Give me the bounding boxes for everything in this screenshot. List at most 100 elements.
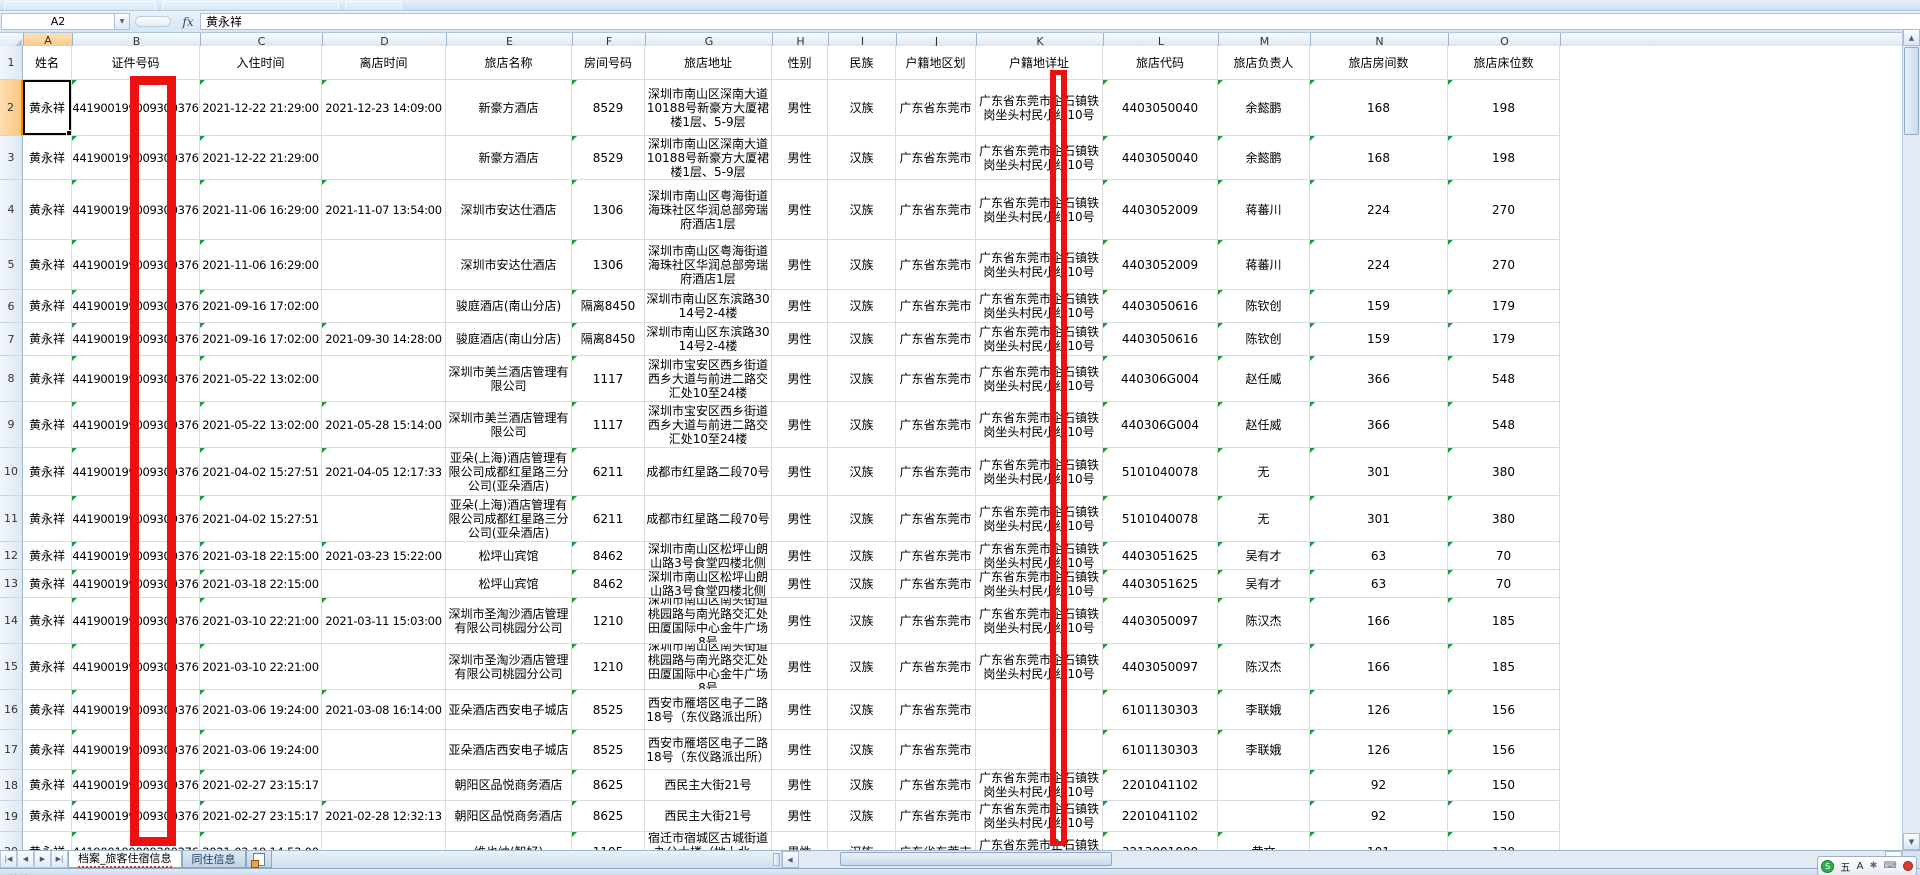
cell-B12[interactable]: 441900199009300376 [72,542,200,570]
cell-O7[interactable]: 179 [1448,323,1560,356]
cell-D2[interactable]: 2021-12-23 14:09:00 [322,80,446,136]
cell-N18[interactable]: 92 [1310,770,1448,801]
cell-I9[interactable]: 汉族 [828,402,896,448]
cell-A20[interactable]: 黄永祥 [23,832,72,850]
cell-O15[interactable]: 185 [1448,644,1560,690]
cell-L5[interactable]: 4403052009 [1103,240,1218,290]
cell-F2[interactable]: 8529 [572,80,645,136]
row-header-2[interactable]: 2 [0,80,23,136]
cell-L1[interactable]: 旅店代码 [1103,46,1218,80]
insert-worksheet-tab[interactable] [245,851,272,868]
cell-K15[interactable]: 广东省东莞市企石镇铁岗坐头村民小组10号 [976,644,1103,690]
horizontal-scroll-thumb[interactable] [839,852,1112,866]
cell-A16[interactable]: 黄永祥 [23,690,72,730]
ime-record-icon[interactable] [1902,861,1913,871]
cell-H15[interactable]: 男性 [772,644,828,690]
cell-D18[interactable] [322,770,446,801]
cell-C20[interactable]: 2021-02-19 14:53:00 [200,832,322,850]
cell-J11[interactable]: 广东省东莞市 [896,496,976,542]
row-header-1[interactable]: 1 [0,46,23,80]
cell-O13[interactable]: 70 [1448,570,1560,598]
cell-A12[interactable]: 黄永祥 [23,542,72,570]
cell-K11[interactable]: 广东省东莞市企石镇铁岗坐头村民小组10号 [976,496,1103,542]
cell-M3[interactable]: 余懿鹏 [1218,136,1310,180]
row-header-11[interactable]: 11 [0,496,23,542]
cell-D15[interactable] [322,644,446,690]
cell-C17[interactable]: 2021-03-06 19:24:00 [200,730,322,770]
cell-G15[interactable]: 深圳市南山区南头街道桃园路与南光路交汇处田厦国际中心金牛广场8号 [645,644,772,690]
cell-F1[interactable]: 房间号码 [572,46,645,80]
cell-I14[interactable]: 汉族 [828,598,896,644]
cell-K20[interactable]: 广东省东莞市企石镇铁岗坐头村民小组10号 [976,832,1103,850]
cell-I3[interactable]: 汉族 [828,136,896,180]
cell-D1[interactable]: 离店时间 [322,46,446,80]
cell-F8[interactable]: 1117 [572,356,645,402]
cell-J10[interactable]: 广东省东莞市 [896,448,976,496]
cell-L18[interactable]: 2201041102 [1103,770,1218,801]
cell-N20[interactable]: 101 [1310,832,1448,850]
cell-C11[interactable]: 2021-04-02 15:27:51 [200,496,322,542]
cell-B9[interactable]: 441900199009300376 [72,402,200,448]
cell-B14[interactable]: 441900199009300376 [72,598,200,644]
cell-L2[interactable]: 4403050040 [1103,80,1218,136]
cell-A5[interactable]: 黄永祥 [23,240,72,290]
cell-E15[interactable]: 深圳市圣淘沙酒店管理有限公司桃园分公司 [446,644,572,690]
cell-F10[interactable]: 6211 [572,448,645,496]
cell-M14[interactable]: 陈汉杰 [1218,598,1310,644]
cell-E3[interactable]: 新豪方酒店 [446,136,572,180]
cell-L14[interactable]: 4403050097 [1103,598,1218,644]
cell-F18[interactable]: 8625 [572,770,645,801]
row-header-5[interactable]: 5 [0,240,23,290]
cell-C5[interactable]: 2021-11-06 16:29:00 [200,240,322,290]
ime-tool-icon[interactable]: ✱ [1869,861,1878,871]
cell-B4[interactable]: 441900199009300376 [72,180,200,240]
cell-K1[interactable]: 户籍地详址 [976,46,1103,80]
cell-G18[interactable]: 西民主大街21号 [645,770,772,801]
prev-sheet-button[interactable]: ◀ [17,851,34,868]
cell-H5[interactable]: 男性 [772,240,828,290]
cell-E9[interactable]: 深圳市美兰酒店管理有限公司 [446,402,572,448]
cell-L17[interactable]: 6101130303 [1103,730,1218,770]
cell-I12[interactable]: 汉族 [828,542,896,570]
cell-K12[interactable]: 广东省东莞市企石镇铁岗坐头村民小组10号 [976,542,1103,570]
cell-L4[interactable]: 4403052009 [1103,180,1218,240]
cell-H9[interactable]: 男性 [772,402,828,448]
cell-G20[interactable]: 宿迁市宿城区古城街道办公大楼（地上北一层、地 [645,832,772,850]
cell-G14[interactable]: 深圳市南山区南头街道桃园路与南光路交汇处田厦国际中心金牛广场8号 [645,598,772,644]
cell-M8[interactable]: 赵任威 [1218,356,1310,402]
cell-J14[interactable]: 广东省东莞市 [896,598,976,644]
cell-E17[interactable]: 亚朵酒店西安电子城店 [446,730,572,770]
cell-D12[interactable]: 2021-03-23 15:22:00 [322,542,446,570]
cell-N6[interactable]: 159 [1310,290,1448,323]
cell-K17[interactable] [976,730,1103,770]
cell-G8[interactable]: 深圳市宝安区西乡街道西乡大道与前进二路交汇处10至24楼 [645,356,772,402]
cell-O6[interactable]: 179 [1448,290,1560,323]
cell-D5[interactable] [322,240,446,290]
cell-A15[interactable]: 黄永祥 [23,644,72,690]
cell-M20[interactable]: 黄文 [1218,832,1310,850]
cell-N16[interactable]: 126 [1310,690,1448,730]
cell-B8[interactable]: 441900199009300376 [72,356,200,402]
row-header-3[interactable]: 3 [0,136,23,180]
first-sheet-button[interactable]: |◀ [0,851,17,868]
cell-D14[interactable]: 2021-03-11 15:03:00 [322,598,446,644]
cell-E16[interactable]: 亚朵酒店西安电子城店 [446,690,572,730]
cell-L3[interactable]: 4403050040 [1103,136,1218,180]
cell-M6[interactable]: 陈钦创 [1218,290,1310,323]
cell-B18[interactable]: 441900199009300376 [72,770,200,801]
cell-N7[interactable]: 159 [1310,323,1448,356]
row-header-16[interactable]: 16 [0,690,23,730]
cell-C2[interactable]: 2021-12-22 21:29:00 [200,80,322,136]
row-header-13[interactable]: 13 [0,570,23,598]
cell-O4[interactable]: 270 [1448,180,1560,240]
cell-F17[interactable]: 8525 [572,730,645,770]
cell-C18[interactable]: 2021-02-27 23:15:17 [200,770,322,801]
cell-C1[interactable]: 入住时间 [200,46,322,80]
cell-N19[interactable]: 92 [1310,801,1448,832]
cell-O5[interactable]: 270 [1448,240,1560,290]
cell-H12[interactable]: 男性 [772,542,828,570]
cell-L8[interactable]: 440306G004 [1103,356,1218,402]
cell-F14[interactable]: 1210 [572,598,645,644]
cell-N2[interactable]: 168 [1310,80,1448,136]
cell-M4[interactable]: 蒋蕃川 [1218,180,1310,240]
